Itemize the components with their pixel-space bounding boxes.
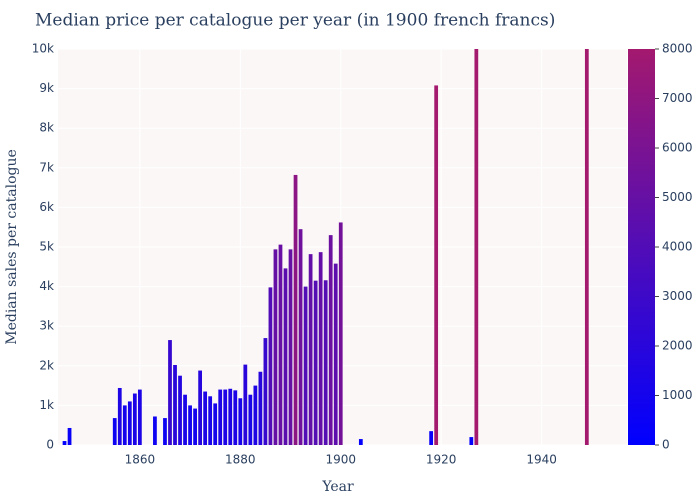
bar bbox=[318, 252, 323, 445]
colorbar-tick-label: 6000 bbox=[662, 141, 693, 155]
bar bbox=[253, 385, 258, 445]
bar bbox=[278, 244, 283, 445]
bar bbox=[132, 393, 137, 445]
bar bbox=[298, 229, 303, 445]
x-tick-label: 1880 bbox=[225, 453, 256, 467]
bar bbox=[288, 249, 293, 445]
colorbar-tick-label: 4000 bbox=[662, 240, 693, 254]
bar bbox=[258, 371, 263, 445]
bar bbox=[338, 222, 343, 445]
y-tick-label: 4k bbox=[39, 279, 54, 293]
bar bbox=[62, 441, 67, 445]
bar bbox=[584, 49, 589, 445]
colorbar-tick-label: 2000 bbox=[662, 339, 693, 353]
y-tick-label: 6k bbox=[39, 200, 54, 214]
bar bbox=[248, 394, 253, 445]
y-tick-label: 8k bbox=[39, 121, 54, 135]
colorbar-tick-label: 1000 bbox=[662, 388, 693, 402]
bar bbox=[127, 401, 132, 445]
bar bbox=[228, 388, 233, 445]
y-tick-label: 3k bbox=[39, 319, 54, 333]
bar bbox=[67, 427, 72, 445]
y-tick-label: 5k bbox=[39, 240, 54, 254]
bar bbox=[122, 405, 127, 445]
bar bbox=[283, 268, 288, 445]
bar bbox=[163, 418, 167, 445]
bars bbox=[62, 49, 589, 445]
bar bbox=[268, 287, 273, 445]
bar bbox=[303, 286, 308, 445]
colorbar-tick-label: 8000 bbox=[662, 42, 693, 56]
bar bbox=[293, 174, 298, 445]
bar bbox=[208, 396, 213, 445]
y-axis-title: Median sales per catalogue bbox=[4, 149, 20, 345]
bar bbox=[153, 416, 157, 445]
y-tick-label: 1k bbox=[39, 398, 54, 412]
bar bbox=[474, 49, 479, 445]
y-tick-label: 10k bbox=[32, 42, 54, 56]
bar bbox=[238, 398, 243, 445]
chart-title: Median price per catalogue per year (in … bbox=[35, 11, 555, 31]
x-tick-label: 1940 bbox=[526, 453, 557, 467]
bar bbox=[183, 394, 187, 445]
bar bbox=[233, 390, 238, 445]
bar bbox=[203, 391, 208, 445]
x-tick-label: 1900 bbox=[325, 453, 356, 467]
x-tick-label: 1860 bbox=[125, 453, 156, 467]
colorbar bbox=[628, 49, 655, 445]
bar bbox=[469, 437, 474, 445]
bar bbox=[188, 405, 192, 445]
bar bbox=[333, 263, 338, 445]
bar bbox=[218, 389, 223, 445]
bar bbox=[243, 364, 248, 445]
y-tick-label: 9k bbox=[39, 81, 54, 95]
bar bbox=[213, 403, 218, 445]
bar bbox=[308, 254, 313, 445]
bar bbox=[358, 439, 363, 445]
x-tick-label: 1920 bbox=[426, 453, 457, 467]
bar bbox=[117, 387, 122, 445]
colorbar-tick-label: 7000 bbox=[662, 91, 693, 105]
bar bbox=[429, 431, 434, 445]
bar bbox=[263, 338, 268, 445]
bar bbox=[173, 365, 177, 445]
bar bbox=[328, 235, 333, 445]
bar bbox=[323, 280, 328, 445]
bar bbox=[178, 375, 182, 445]
bar bbox=[198, 370, 203, 445]
bar bbox=[273, 249, 278, 445]
bar bbox=[313, 280, 318, 445]
colorbar-tick-label: 0 bbox=[662, 438, 670, 452]
colorbar-tick-label: 3000 bbox=[662, 289, 693, 303]
bar bbox=[193, 408, 197, 445]
bar bbox=[137, 389, 142, 445]
bar bbox=[223, 389, 228, 445]
y-tick-label: 7k bbox=[39, 160, 54, 174]
y-tick-label: 0 bbox=[46, 438, 54, 452]
bar bbox=[168, 340, 172, 445]
bar bbox=[112, 418, 117, 445]
colorbar-tick-label: 5000 bbox=[662, 190, 693, 204]
bar bbox=[434, 85, 439, 445]
y-tick-label: 2k bbox=[39, 358, 54, 372]
x-axis-title: Year bbox=[321, 479, 354, 495]
